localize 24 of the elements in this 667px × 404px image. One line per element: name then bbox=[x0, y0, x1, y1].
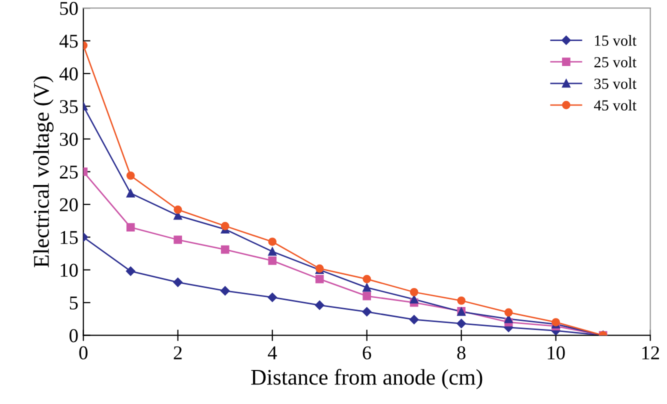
y-tick-label: 15 bbox=[60, 231, 78, 244]
y-tick-label: 50 bbox=[60, 2, 78, 16]
y-tick-label: 0 bbox=[70, 329, 78, 342]
y-tick-label: 20 bbox=[60, 198, 78, 212]
y-tick-label: 30 bbox=[60, 132, 78, 146]
y-tick-label: 25 bbox=[60, 166, 78, 179]
y-tick-label: 40 bbox=[59, 67, 78, 80]
legend-label: 15 volt bbox=[595, 35, 636, 46]
x-tick-label: 10 bbox=[548, 346, 565, 360]
x-tick-label: 0 bbox=[79, 346, 88, 360]
y-tick-label: 5 bbox=[70, 296, 78, 310]
x-tick-label: 4 bbox=[268, 346, 277, 360]
y-tick-label: 45 bbox=[59, 34, 78, 48]
x-axis-title: Distance from anode (cm) bbox=[251, 368, 482, 390]
legend-label: 35 volt bbox=[594, 78, 636, 89]
legend-label: 45 volt bbox=[594, 100, 636, 111]
y-axis-title: Electrical voltage (V) bbox=[33, 76, 54, 268]
legend-label: 25 volt bbox=[594, 56, 636, 68]
x-tick-label: 2 bbox=[174, 346, 182, 360]
x-tick-label: 8 bbox=[457, 346, 466, 360]
y-tick-label: 35 bbox=[60, 100, 78, 114]
y-tick-label: 10 bbox=[60, 264, 78, 277]
x-tick-label: 6 bbox=[362, 346, 372, 360]
x-tick-label: 12 bbox=[642, 346, 659, 360]
